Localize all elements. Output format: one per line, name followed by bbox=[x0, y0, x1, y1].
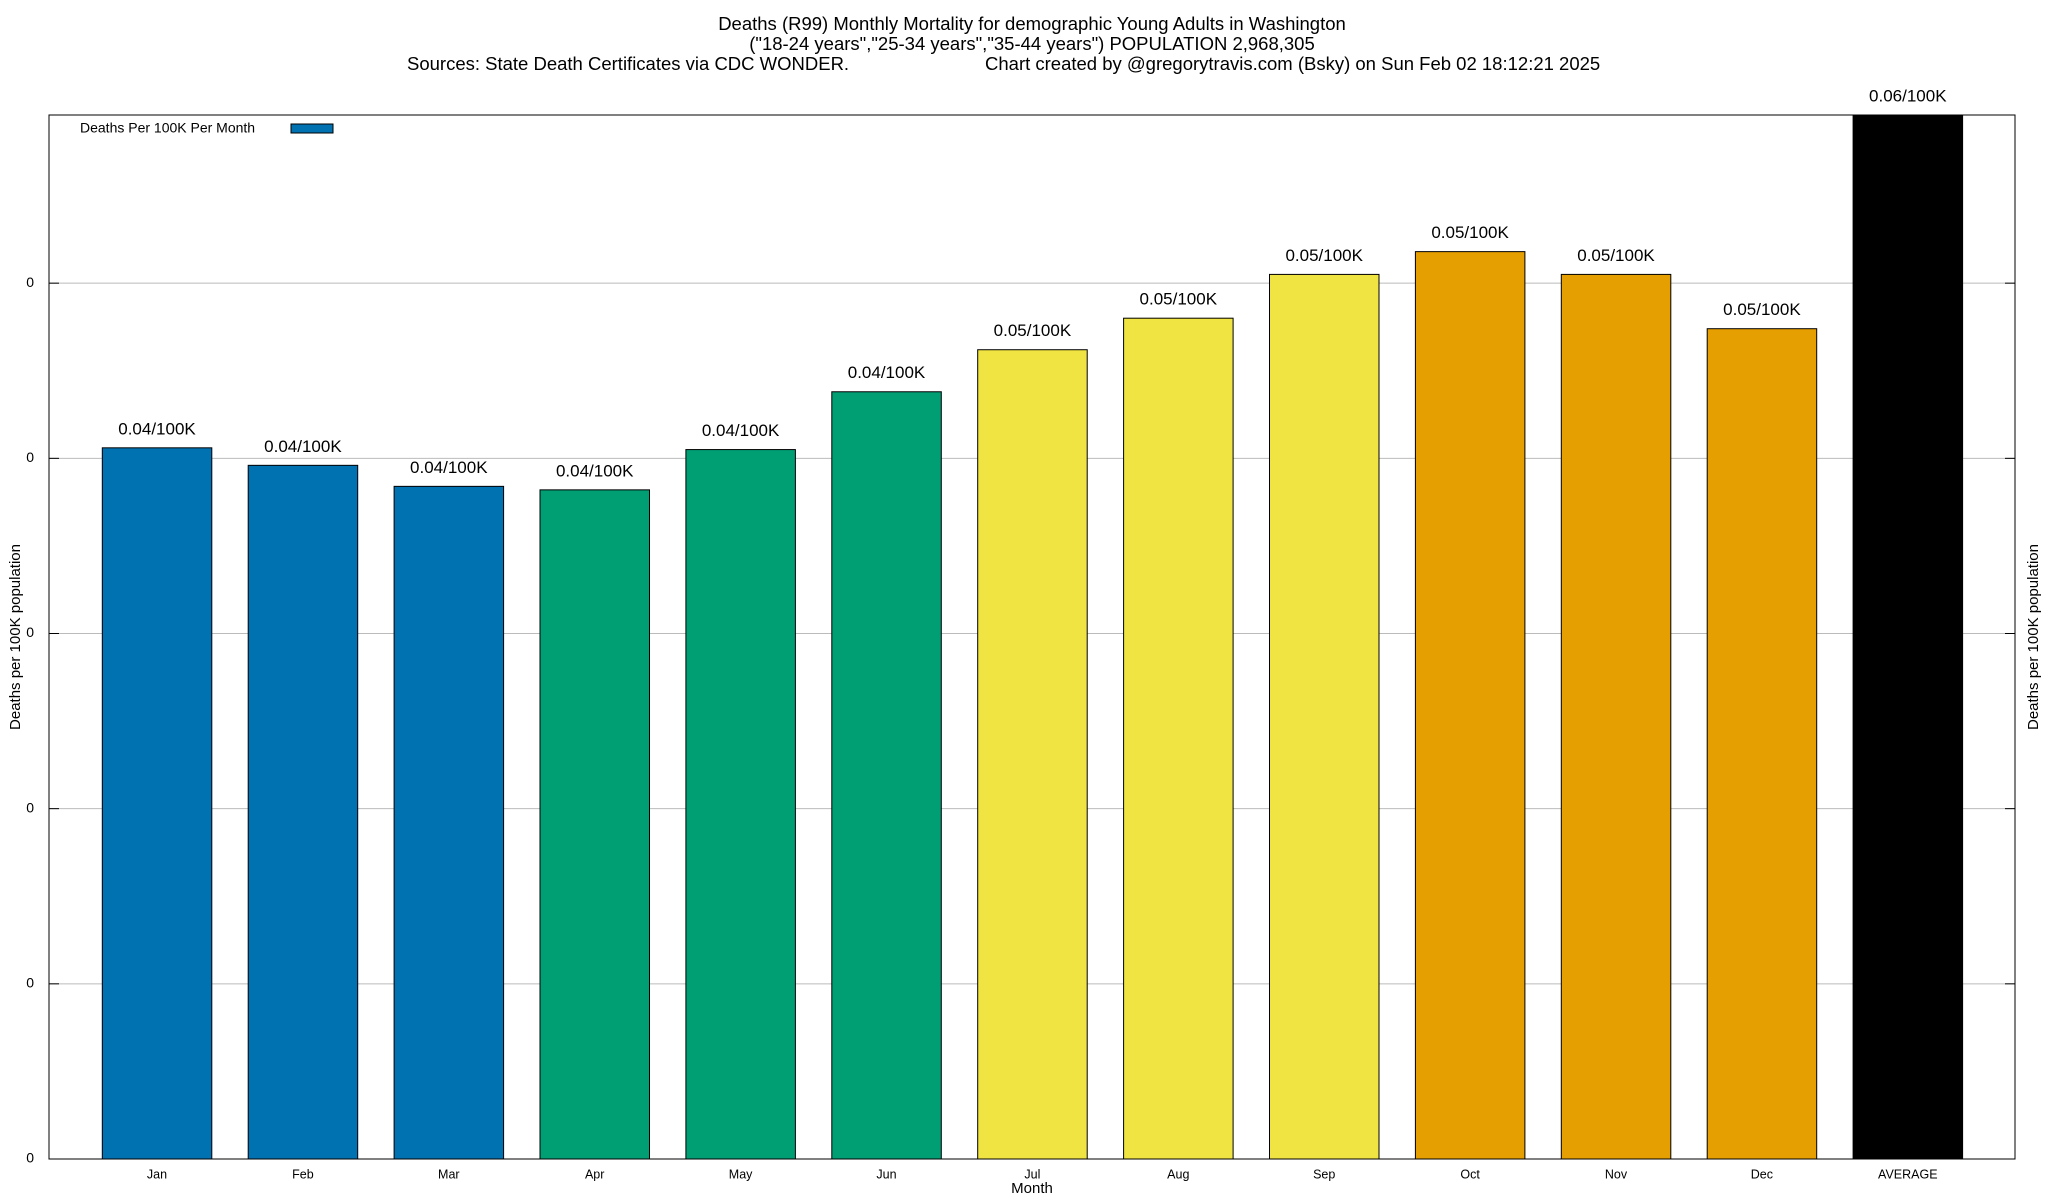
data-label: 0.04/100K bbox=[118, 419, 196, 438]
data-label: 0.05/100K bbox=[1140, 290, 1218, 309]
bar bbox=[685, 449, 796, 1160]
chart-sources: Sources: State Death Certificates via CD… bbox=[407, 53, 849, 74]
y-tick-label: 0 bbox=[26, 624, 34, 640]
data-label: 0.04/100K bbox=[848, 363, 926, 382]
bar bbox=[101, 447, 213, 1160]
y-tick-label: 0 bbox=[26, 975, 34, 991]
bar bbox=[1414, 251, 1526, 1160]
x-tick-label: May bbox=[729, 1167, 753, 1181]
bar bbox=[1123, 317, 1234, 1160]
x-tick-label: AVERAGE bbox=[1878, 1167, 1938, 1181]
y2-axis-label: Deaths per 100K population bbox=[2025, 544, 2042, 730]
chart-credit: Chart created by @gregorytravis.com (Bsk… bbox=[985, 53, 1600, 74]
bar bbox=[539, 489, 650, 1160]
bar bbox=[393, 485, 505, 1160]
x-tick-label: Jan bbox=[147, 1167, 167, 1181]
bar bbox=[1706, 328, 1818, 1160]
data-label: 0.04/100K bbox=[702, 421, 780, 440]
x-tick-label: Apr bbox=[585, 1167, 604, 1181]
data-label: 0.05/100K bbox=[1723, 300, 1801, 319]
x-tick-label: Feb bbox=[292, 1167, 314, 1181]
y-tick-label: 0 bbox=[26, 449, 34, 465]
x-tick-label: Sep bbox=[1313, 1167, 1335, 1181]
chart-subtitle: ("18-24 years","25-34 years","35-44 year… bbox=[749, 33, 1315, 54]
bar bbox=[977, 349, 1088, 1160]
bar bbox=[1560, 273, 1672, 1160]
bar bbox=[831, 391, 942, 1160]
data-label: 0.04/100K bbox=[264, 437, 342, 456]
y-tick-label: 0 bbox=[26, 799, 34, 815]
data-label: 0.05/100K bbox=[1577, 246, 1655, 265]
bar bbox=[1852, 114, 1964, 1160]
data-label: 0.04/100K bbox=[556, 461, 634, 480]
legend-label: Deaths Per 100K Per Month bbox=[80, 120, 255, 136]
y-tick-label: 0 bbox=[26, 1150, 34, 1166]
x-tick-label: Jun bbox=[876, 1167, 896, 1181]
x-tick-label: Nov bbox=[1605, 1167, 1628, 1181]
x-tick-label: Jul bbox=[1024, 1167, 1040, 1181]
data-label: 0.04/100K bbox=[410, 458, 488, 477]
bar bbox=[1269, 273, 1380, 1160]
bar bbox=[247, 464, 359, 1160]
x-axis-label: Month bbox=[1011, 1180, 1053, 1197]
y-tick-label: 0 bbox=[26, 274, 34, 290]
chart-title: Deaths (R99) Monthly Mortality for demog… bbox=[718, 13, 1346, 34]
data-label: 0.05/100K bbox=[1285, 246, 1363, 265]
x-tick-label: Mar bbox=[438, 1167, 460, 1181]
x-tick-label: Dec bbox=[1751, 1167, 1773, 1181]
legend-swatch bbox=[290, 123, 334, 134]
x-tick-label: Oct bbox=[1460, 1167, 1480, 1181]
data-label: 0.05/100K bbox=[1431, 223, 1509, 242]
data-label: 0.05/100K bbox=[994, 321, 1072, 340]
y-axis-label: Deaths per 100K population bbox=[7, 544, 24, 730]
x-tick-label: Aug bbox=[1167, 1167, 1189, 1181]
data-label: 0.06/100K bbox=[1869, 86, 1947, 105]
